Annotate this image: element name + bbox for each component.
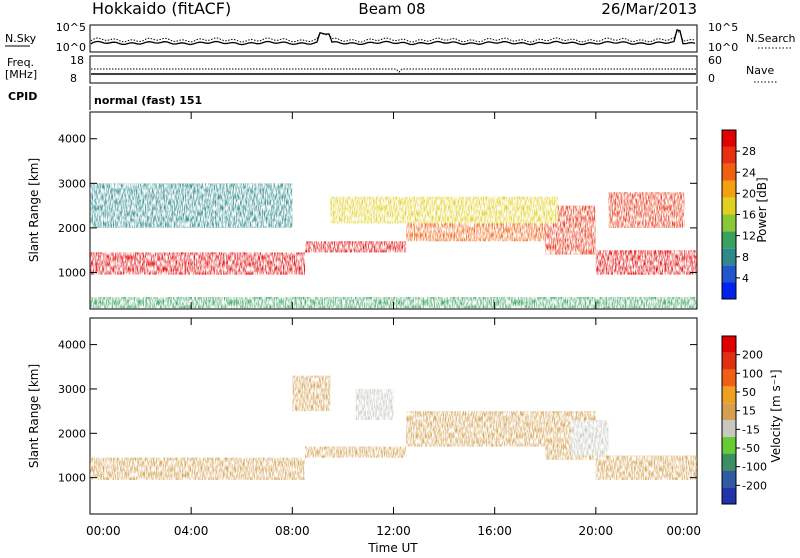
velocity-colorbar-swatch-8 (722, 352, 736, 370)
cpid-label: CPID (8, 90, 37, 103)
time-tick-2: 08:00 (275, 524, 310, 538)
velocity-colorbar-tick-4: -15 (742, 423, 760, 436)
sky-tick-top: 10^5 (56, 21, 86, 34)
freq-unit-label: [MHz] (5, 68, 37, 81)
search-tick-top: 10^5 (708, 21, 738, 34)
velocity-ytick-2: 3000 (58, 383, 86, 396)
time-axis: 00:00 04:00 08:00 12:00 16:00 20:00 00:00 (86, 112, 701, 538)
power-colorbar-swatch-8 (722, 146, 736, 164)
power-colorbar-swatch-5 (722, 197, 736, 215)
date-title: 26/Mar/2013 (601, 0, 697, 18)
search-label: N.Search (746, 32, 796, 45)
power-ytick-0: 1000 (58, 266, 86, 279)
time-tick-3: 12:00 (376, 524, 411, 538)
search-tick-bottom: 10^0 (708, 41, 738, 54)
velocity-colorbar-tick-5: -50 (742, 442, 760, 455)
nave-tick-top: 60 (708, 54, 722, 67)
time-tick-6: 00:00 (666, 524, 701, 538)
power-colorbar-swatch-6 (722, 180, 736, 198)
cpid-panel: CPID normal (fast) 151 (8, 86, 698, 110)
velocity-colorbar-swatch-1 (722, 470, 736, 488)
velocity-ytick-1: 2000 (58, 427, 86, 440)
power-panel: 1000 2000 3000 4000 Slant Range [km] 4 8 12 16… (27, 111, 769, 310)
beam-title: Beam 08 (358, 0, 425, 18)
time-axis-label: Time UT (367, 541, 418, 554)
velocity-colorbar-tick-2: 50 (742, 386, 756, 399)
velocity-ytick-0: 1000 (58, 472, 86, 485)
power-colorbar-swatch-1 (722, 265, 736, 283)
power-ylabel: Slant Range [km] (27, 158, 41, 262)
power-colorbar-tick-3: 16 (742, 209, 756, 222)
power-colorbar-swatch-2 (722, 248, 736, 266)
velocity-colorbar-swatch-5 (722, 403, 736, 420)
velocity-colorbar-swatch-2 (722, 453, 736, 471)
velocity-echo-band-2 (406, 411, 546, 447)
power-colorbar-tick-4: 20 (742, 187, 756, 200)
power-colorbar-swatch-9 (722, 130, 736, 147)
power-echo-band-1 (304, 241, 407, 253)
power-colorbar-swatch-4 (722, 214, 736, 232)
power-colorbar-tick-1: 8 (742, 251, 749, 264)
power-echo-band-2 (406, 218, 546, 242)
power-echo-band-4 (595, 250, 697, 275)
sky-label: N.Sky (5, 32, 37, 45)
nave-tick-bottom: 0 (708, 72, 715, 85)
velocity-colorbar-swatch-3 (722, 436, 736, 454)
velocity-colorbar-label: Velocity [m s⁻¹] (769, 369, 783, 462)
time-tick-1: 04:00 (174, 524, 209, 538)
power-echo-band-6 (330, 196, 558, 224)
sky-tick-bottom: 10^0 (56, 41, 86, 54)
time-tick-4: 16:00 (477, 524, 512, 538)
velocity-colorbar-swatch-7 (722, 369, 736, 387)
velocity-colorbar-tick-0: 200 (742, 349, 763, 362)
nave-label: Nave (746, 64, 774, 77)
freq-label: Freq. (7, 56, 34, 69)
power-colorbar-tick-0: 4 (742, 272, 749, 285)
velocity-colorbar-swatch-0 (722, 487, 736, 504)
velocity-echo-band-7 (292, 375, 331, 412)
velocity-echo-band-6 (570, 419, 609, 456)
power-echo-band-7 (608, 192, 685, 228)
power-colorbar-label: Power [dB] (755, 177, 769, 242)
velocity-colorbar-swatch-9 (722, 336, 736, 353)
velocity-panel: 1000 2000 3000 4000 Slant Range [km] 200 100… (27, 317, 783, 515)
power-colorbar-swatch-0 (722, 282, 736, 299)
velocity-echo-band-4 (595, 455, 697, 480)
velocity-echo-band-5 (355, 388, 394, 420)
time-tick-0: 00:00 (86, 524, 121, 538)
power-colorbar-tick-5: 24 (742, 166, 756, 179)
velocity-echo-band-0 (90, 457, 305, 480)
velocity-colorbar-swatch-6 (722, 386, 736, 404)
velocity-echo-band-1 (304, 446, 407, 458)
velocity-colorbar-tick-7: -200 (742, 479, 767, 492)
velocity-colorbar-swatch-4 (722, 420, 736, 437)
power-colorbar-swatch-7 (722, 163, 736, 181)
sky-noise-panel: N.Sky 10^5 10^0 10^5 10^0 N.Search (5, 21, 796, 54)
velocity-colorbar-tick-6: -100 (742, 461, 767, 474)
time-tick-5: 20:00 (579, 524, 614, 538)
frequency-panel: Freq. [MHz] 18 8 60 0 Nave (5, 54, 778, 85)
power-colorbar-tick-6: 28 (742, 145, 756, 158)
velocity-ylabel: Slant Range [km] (27, 364, 41, 468)
power-ytick-3: 4000 (58, 133, 86, 146)
cpid-mode: normal (fast) 151 (94, 94, 202, 107)
power-echo-band-5 (90, 183, 293, 228)
station-title: Hokkaido (fitACF) (92, 0, 231, 18)
power-colorbar-tick-2: 12 (742, 230, 756, 243)
freq-tick-bottom: 8 (70, 72, 77, 85)
power-echo-band-0 (90, 252, 305, 275)
freq-tick-top: 18 (70, 54, 84, 67)
velocity-colorbar-tick-3: 15 (742, 405, 756, 418)
power-ytick-2: 3000 (58, 177, 86, 190)
power-colorbar-swatch-3 (722, 231, 736, 249)
velocity-ytick-3: 4000 (58, 339, 86, 352)
power-ytick-1: 2000 (58, 222, 86, 235)
velocity-colorbar-tick-1: 100 (742, 367, 763, 380)
